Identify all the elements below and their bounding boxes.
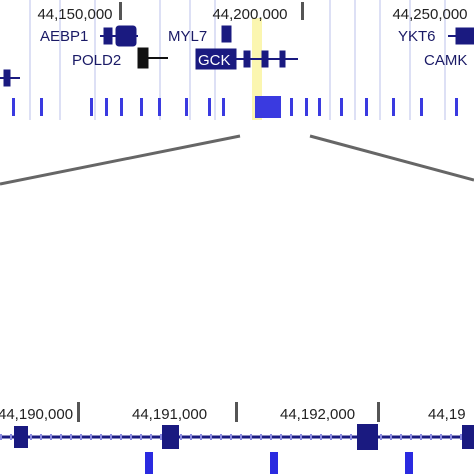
ruler-label: 44,191,000	[132, 406, 207, 423]
gene-label: CAMK	[424, 52, 467, 69]
gene-label: YKT6	[398, 28, 436, 45]
feature-bars	[12, 96, 458, 118]
bottom-ruler	[77, 402, 380, 422]
ruler-label: 44,200,000	[212, 6, 287, 23]
zoomed-gene	[0, 424, 474, 474]
ruler-label: 44,192,000	[280, 406, 355, 423]
gene-label: MYL7	[168, 28, 207, 45]
top-ruler: 44,150,000 44,200,000 44,250,000	[37, 2, 468, 23]
ruler-label: 44,250,000	[392, 6, 467, 23]
ruler-label: 44,190,000	[0, 406, 73, 423]
ruler-label: 44,150,000	[37, 6, 112, 23]
gene-label: GCK	[198, 52, 231, 69]
gene-label: POLD2	[72, 52, 121, 69]
zoom-lines	[0, 134, 474, 186]
ruler-label: 44,19	[428, 406, 466, 423]
gene-glyphs	[0, 25, 474, 87]
highlight	[252, 18, 262, 120]
gene-label: AEBP1	[40, 28, 88, 45]
